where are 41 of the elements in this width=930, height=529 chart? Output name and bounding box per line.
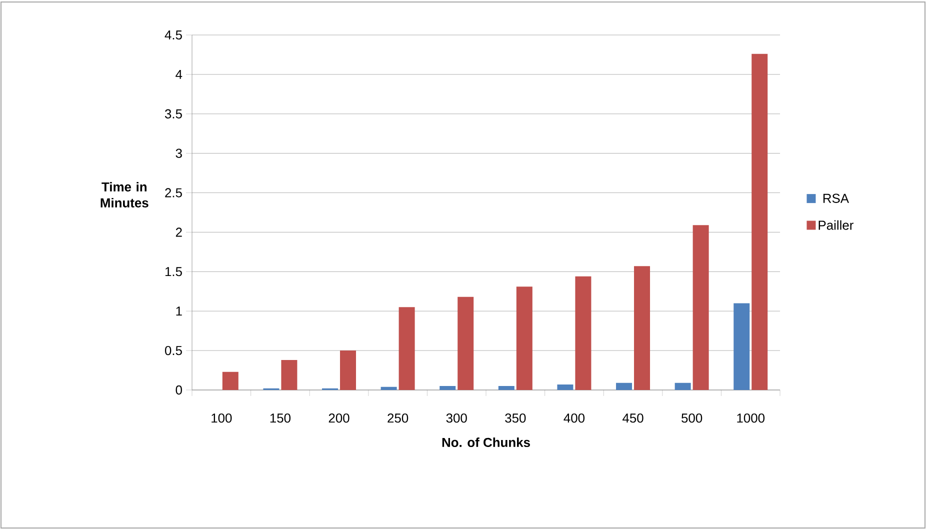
y-tick-label: 3.5 xyxy=(164,109,182,118)
x-tick-label: 250 xyxy=(388,414,408,423)
y-axis-title: Time in Minutes xyxy=(100,182,148,208)
legend-label: RSA xyxy=(823,194,849,203)
bar xyxy=(752,54,768,390)
bar xyxy=(281,360,298,390)
x-tick-label: 450 xyxy=(622,414,644,423)
bar xyxy=(340,350,356,390)
x-tick-label: 150 xyxy=(270,414,291,423)
bar xyxy=(616,382,632,390)
bar xyxy=(498,386,514,390)
y-tick-label: 4 xyxy=(176,70,182,79)
y-tick-label: 4.5 xyxy=(164,30,182,40)
x-tick-label: 100 xyxy=(212,414,232,423)
x-axis-title: No. of Chunks xyxy=(442,438,530,448)
bar xyxy=(380,386,397,390)
x-tick-label: 200 xyxy=(328,414,350,423)
bar xyxy=(634,266,650,390)
y-tick-label: 2 xyxy=(176,228,182,237)
x-tick-label: 300 xyxy=(446,414,467,423)
bar xyxy=(557,384,574,390)
bar xyxy=(575,276,592,390)
x-tick-label: 1000 xyxy=(737,414,765,423)
y-tick-label: 1.5 xyxy=(165,267,182,276)
bar xyxy=(692,225,709,390)
bar xyxy=(734,303,750,390)
y-tick-label: 3 xyxy=(176,148,182,158)
bar xyxy=(458,296,474,390)
bar xyxy=(398,307,415,390)
x-tick-label: 350 xyxy=(505,414,526,423)
y-tick-label: 0.5 xyxy=(164,346,182,356)
y-tick-label: 0 xyxy=(176,385,182,395)
bar xyxy=(440,386,456,390)
legend-label: Pailler xyxy=(818,220,854,230)
y-tick-label: 1 xyxy=(176,306,182,316)
bar xyxy=(222,372,238,390)
x-tick-label: 500 xyxy=(682,414,702,423)
x-tick-label: 400 xyxy=(564,414,585,423)
bar xyxy=(674,382,691,390)
bar xyxy=(516,286,532,390)
y-tick-label: 2.5 xyxy=(165,188,182,198)
